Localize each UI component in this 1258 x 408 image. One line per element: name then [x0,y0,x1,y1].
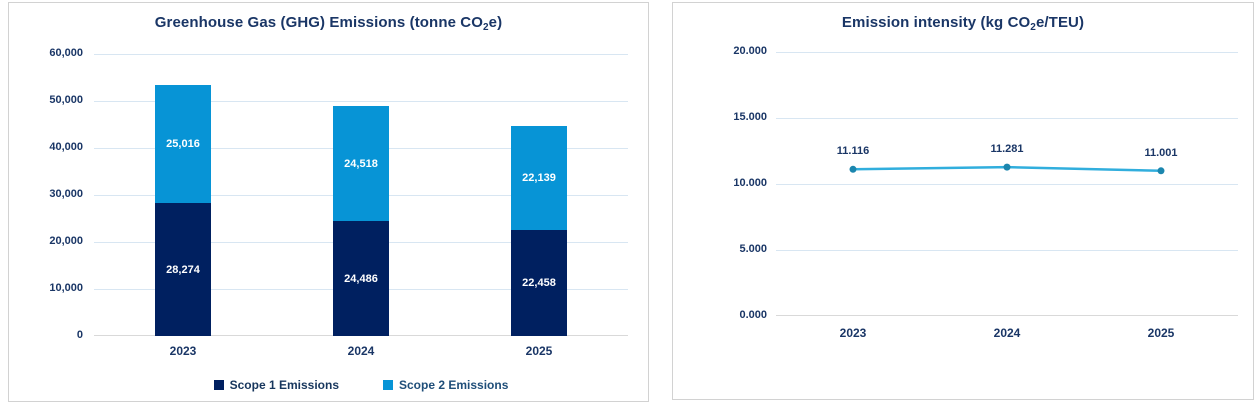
data-point-marker-2024 [1003,163,1011,171]
intensity-gridline [776,52,1238,53]
ghg-x-tick-label-2024: 2024 [347,344,375,358]
bar-value-label: 22,458 [522,277,556,289]
intensity-plot-area: 11.116 11.281 11.001 [776,52,1238,316]
intensity-gridline [776,118,1238,119]
intensity-title-text: Emission intensity (kg CO [841,14,1031,31]
data-point-marker-2025 [1157,167,1165,175]
point-value-label-2023: 11.116 [836,145,870,158]
ghg-x-tick-label-2023: 2023 [169,344,197,358]
intensity-gridline [776,250,1238,251]
bar-segment-scope1-2023: 28,274 [155,203,211,336]
emission-intensity-line [849,163,1165,175]
bar-segment-scope2-2023: 25,016 [155,85,211,203]
intensity-y-tick-label: 5.000 [739,243,767,255]
ghg-y-tick-label: 30,000 [49,188,83,200]
bar-stack-2023: 28,274 25,016 [155,85,211,336]
intensity-chart-title: Emission intensity (kg CO2e/TEU) [673,14,1253,33]
ghg-title-suffix: e) [488,14,503,31]
intensity-x-axis-labels: 2023 2024 2025 [776,326,1238,342]
bar-segment-scope2-2024: 24,518 [333,106,389,221]
emission-intensity-chart-panel: Emission intensity (kg CO2e/TEU) 20.000 1… [672,2,1254,400]
bar-stack-2025: 22,458 22,139 [511,126,567,336]
ghg-title-text: Greenhouse Gas (GHG) Emissions (tonne CO [154,14,483,31]
ghg-y-tick-label: 20,000 [49,235,83,247]
ghg-chart-title: Greenhouse Gas (GHG) Emissions (tonne CO… [9,14,648,33]
intensity-x-tick-label-2025: 2025 [1147,326,1175,340]
data-point-marker-2023 [849,165,857,173]
scope2-legend-label: Scope 2 Emissions [399,378,509,392]
intensity-x-tick-label-2023: 2023 [839,326,867,340]
ghg-y-axis-labels: 60,000 50,000 40,000 30,000 20,000 10,000 0 [9,47,83,341]
bar-segment-scope1-2025: 22,458 [511,230,567,336]
ghg-x-tick-label-2025: 2025 [525,344,553,358]
intensity-x-axis-line [776,315,1238,316]
scope1-legend-label: Scope 1 Emissions [229,378,339,392]
ghg-gridline [94,54,628,55]
bar-value-label: 25,016 [166,138,200,150]
ghg-y-tick-label: 0 [76,329,83,341]
bar-value-label: 24,518 [344,157,378,170]
point-value-label-2025: 11.001 [1144,146,1178,159]
ghg-x-axis-labels: 2023 2024 2025 [94,344,628,360]
intensity-y-tick-label: 20.000 [733,45,767,57]
scope1-legend-swatch-icon [213,380,224,390]
ghg-legend: Scope 1 Emissions Scope 2 Emissions [94,378,628,392]
scope2-legend-swatch-icon [383,380,393,390]
intensity-x-tick-label-2024: 2024 [993,326,1021,340]
bar-segment-scope1-2024: 24,486 [333,221,389,336]
bar-stack-2024: 24,486 24,518 [333,106,389,336]
ghg-plot-area: 28,274 25,016 24,486 24,518 22,458 22,139 [94,54,628,336]
point-value-label-2024: 11.281 [990,143,1024,156]
bar-value-label: 22,139 [522,172,556,184]
ghg-y-tick-label: 50,000 [49,94,83,106]
intensity-y-tick-label: 10.000 [733,177,767,189]
ghg-title-subscript: 2 [483,22,489,33]
intensity-y-tick-label: 0.000 [739,309,767,321]
ghg-y-tick-label: 10,000 [49,282,83,294]
intensity-y-axis-labels: 20.000 15.000 10.000 5.000 0.000 [673,45,767,321]
bar-value-label: 28,274 [166,263,200,276]
ghg-y-tick-label: 40,000 [49,141,83,153]
intensity-y-tick-label: 15.000 [733,111,767,123]
ghg-emissions-chart-panel: Greenhouse Gas (GHG) Emissions (tonne CO… [8,2,649,402]
legend-item-scope1: Scope 1 Emissions [213,378,339,392]
legend-item-scope2: Scope 2 Emissions [383,378,508,392]
intensity-title-suffix: e/TEU) [1035,14,1085,31]
intensity-title-subscript: 2 [1030,22,1036,33]
bar-value-label: 24,486 [344,272,378,285]
ghg-gridline [94,101,628,102]
ghg-y-tick-label: 60,000 [49,47,83,59]
bar-segment-scope2-2025: 22,139 [511,126,567,230]
intensity-gridline [776,184,1238,185]
